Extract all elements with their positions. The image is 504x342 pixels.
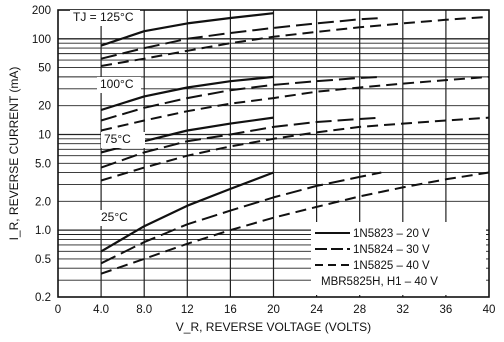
temperature-label-background xyxy=(70,10,140,26)
temperature-label-background xyxy=(97,77,141,93)
temperature-label: 75°C xyxy=(104,132,131,146)
series-line xyxy=(100,12,274,47)
plot-frame xyxy=(57,9,490,298)
x-tick-label: 36 xyxy=(440,304,453,316)
x-tick-label: 12 xyxy=(181,304,194,316)
y-tick-label: 2.0 xyxy=(35,196,51,208)
legend: 1N5823 – 20 V 1N5824 – 30 V 1N5825 – 40 V M… xyxy=(311,222,486,295)
legend-label: 1N5824 – 30 V xyxy=(353,244,430,256)
y-tick-label: 10 xyxy=(38,129,51,141)
x-tick-label: 16 xyxy=(224,304,237,316)
temperature-label: TJ = 125°C xyxy=(73,10,134,24)
y-tick-label: 100 xyxy=(32,34,51,46)
axis-titles: V_R, REVERSE VOLTAGE (VOLTS) I_R, REVERSE… xyxy=(7,67,371,334)
x-tick-label: 20 xyxy=(267,304,280,316)
x-tick-label: 40 xyxy=(483,304,496,316)
series-line xyxy=(100,171,274,253)
y-axis-title: I_R, REVERSE CURRENT (mA) xyxy=(7,67,21,241)
y-tick-label: 20 xyxy=(38,101,51,113)
y-tick-label: 0.2 xyxy=(35,292,51,304)
x-tick-label: 4.0 xyxy=(93,304,109,316)
legend-label: 1N5823 – 20 V xyxy=(353,228,430,240)
temperature-label-background xyxy=(98,210,142,226)
legend-label: MBR5825H, H1 – 40 V xyxy=(321,276,438,288)
x-tick-label: 32 xyxy=(396,304,409,316)
y-tick-label: 1.0 xyxy=(35,225,51,237)
series-line xyxy=(100,171,382,265)
series-line xyxy=(100,75,274,112)
x-tick-label: 0 xyxy=(55,304,61,316)
y-tick-label: 0.5 xyxy=(35,254,51,266)
temperature-label-background xyxy=(101,132,145,148)
series-line xyxy=(100,75,382,122)
x-tick-label: 28 xyxy=(353,304,366,316)
x-tick-label: 8.0 xyxy=(136,304,152,316)
temperature-label: 100°C xyxy=(100,77,134,91)
temperature-labels: TJ = 125°C 100°C 75°C 25°C xyxy=(70,10,145,226)
x-tick-label: 24 xyxy=(310,304,323,316)
series-line xyxy=(100,116,382,169)
y-tick-label: 50 xyxy=(38,63,51,75)
series-line xyxy=(100,116,490,182)
series-line xyxy=(100,17,382,60)
series-group xyxy=(100,12,490,275)
series-line xyxy=(100,15,490,67)
series-line xyxy=(100,75,490,132)
x-axis-title: V_R, REVERSE VOLTAGE (VOLTS) xyxy=(176,320,371,334)
series-line xyxy=(100,171,490,275)
legend-box xyxy=(311,222,486,295)
y-tick-label: 200 xyxy=(32,5,51,17)
legend-label: 1N5825 – 40 V xyxy=(353,260,430,272)
tick-labels: 0 4.0 8.0 12 16 20 24 28 32 36 40 0.2 0.5 1.0 2.0 5.0 10… xyxy=(32,5,496,316)
temperature-label: 25°C xyxy=(101,210,128,224)
y-tick-label: 5.0 xyxy=(35,158,51,170)
